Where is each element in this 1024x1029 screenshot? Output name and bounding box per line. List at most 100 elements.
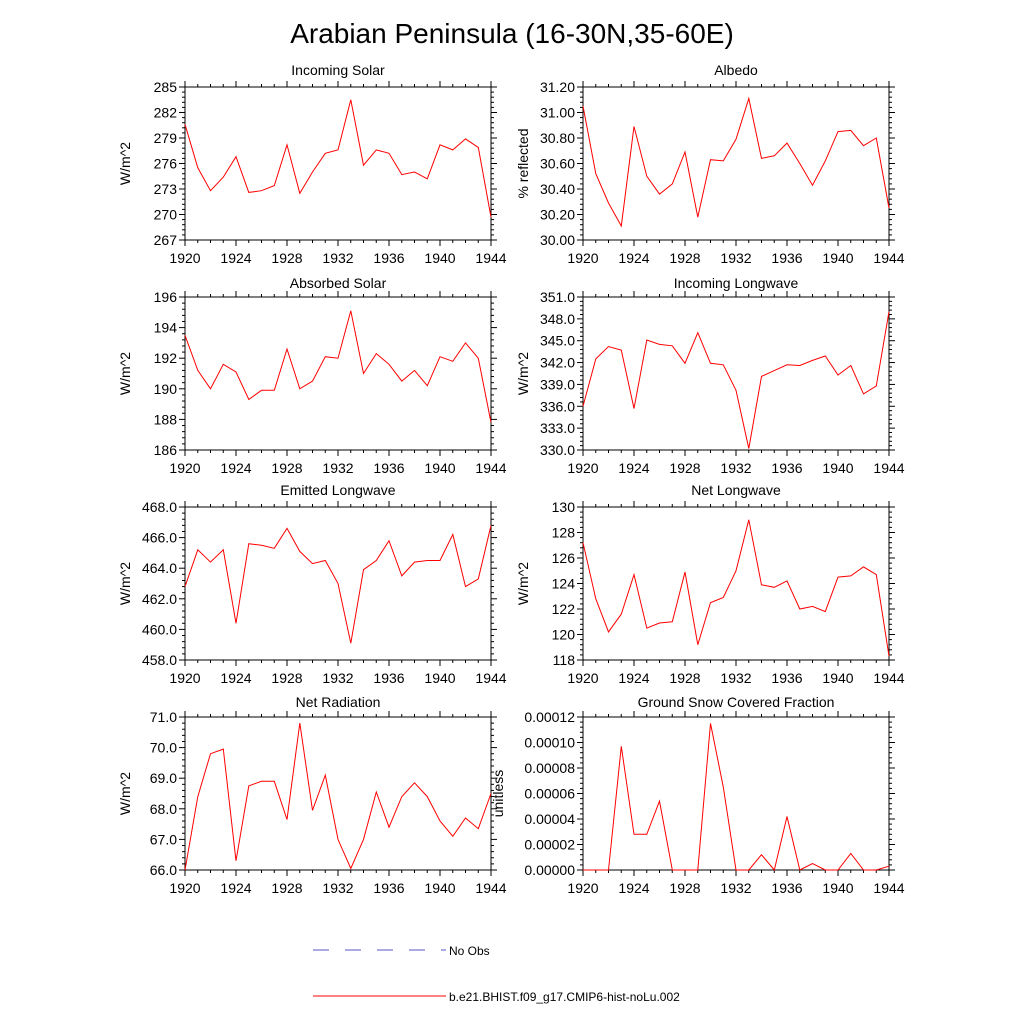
x-tick-label: 1940 <box>822 460 853 476</box>
y-tick-label: 192 <box>154 350 178 366</box>
y-tick-label: 31.00 <box>540 105 575 121</box>
x-tick-label: 1936 <box>373 670 404 686</box>
y-tick-label: 130 <box>552 499 576 515</box>
y-tick-label: 122 <box>552 601 576 617</box>
chart-panel: Absorbed SolarW/m^2186188190192194196192… <box>117 275 507 476</box>
x-tick-label: 1920 <box>567 670 598 686</box>
y-tick-label: 30.20 <box>540 207 575 223</box>
series-line <box>185 525 491 643</box>
plot-frame <box>583 297 889 450</box>
y-tick-label: 0.00010 <box>524 735 575 751</box>
x-tick-label: 1936 <box>771 880 802 896</box>
plot-frame <box>583 507 889 660</box>
y-tick-label: 279 <box>154 130 178 146</box>
series-line <box>583 312 889 449</box>
y-tick-label: 68.0 <box>150 801 177 817</box>
x-tick-label: 1936 <box>373 250 404 266</box>
y-tick-label: 285 <box>154 79 178 95</box>
x-tick-label: 1940 <box>822 250 853 266</box>
x-tick-label: 1920 <box>567 460 598 476</box>
y-tick-label: 30.60 <box>540 156 575 172</box>
y-tick-label: 118 <box>553 652 576 668</box>
y-tick-label: 333.0 <box>540 420 575 436</box>
y-tick-label: 348.0 <box>540 311 575 327</box>
x-tick-label: 1944 <box>873 670 904 686</box>
y-tick-label: 30.40 <box>540 181 575 197</box>
x-tick-label: 1928 <box>271 460 302 476</box>
x-tick-label: 1928 <box>271 250 302 266</box>
y-tick-label: 186 <box>154 442 178 458</box>
y-tick-label: 460.0 <box>142 621 177 637</box>
x-tick-label: 1932 <box>322 670 353 686</box>
x-tick-label: 1928 <box>271 880 302 896</box>
x-tick-label: 1940 <box>424 250 455 266</box>
y-tick-label: 30.80 <box>540 130 575 146</box>
y-tick-label: 128 <box>552 525 576 541</box>
y-tick-label: 468.0 <box>142 499 177 515</box>
x-tick-label: 1936 <box>771 250 802 266</box>
plot-frame <box>185 297 491 450</box>
y-tick-label: 70.0 <box>150 740 177 756</box>
legend: No Obs b.e21.BHIST.f09_g17.CMIP6-hist-no… <box>313 944 680 1004</box>
y-tick-label: 330.0 <box>540 442 575 458</box>
x-tick-label: 1936 <box>373 880 404 896</box>
x-tick-label: 1936 <box>771 670 802 686</box>
x-tick-label: 1920 <box>567 250 598 266</box>
y-tick-label: 351.0 <box>540 289 575 305</box>
x-tick-label: 1944 <box>475 880 506 896</box>
figure-title: Arabian Peninsula (16-30N,35-60E) <box>290 18 734 49</box>
x-tick-label: 1920 <box>169 670 200 686</box>
x-tick-label: 1932 <box>322 460 353 476</box>
y-tick-label: 0.00000 <box>524 862 575 878</box>
y-tick-label: 124 <box>552 576 576 592</box>
x-tick-label: 1932 <box>322 250 353 266</box>
chart-panel: Ground Snow Covered Fractionunitless0.00… <box>490 694 905 896</box>
y-tick-label: 466.0 <box>142 530 177 546</box>
y-tick-label: 458.0 <box>142 652 177 668</box>
series-line <box>583 723 889 870</box>
x-tick-label: 1940 <box>424 460 455 476</box>
y-tick-label: 464.0 <box>142 560 177 576</box>
x-tick-label: 1932 <box>720 670 751 686</box>
x-tick-label: 1944 <box>873 460 904 476</box>
chart-title: Net Longwave <box>691 482 781 498</box>
series-line <box>185 723 491 870</box>
y-tick-label: 120 <box>552 627 576 643</box>
chart-title: Net Radiation <box>296 694 381 710</box>
y-tick-label: 345.0 <box>540 333 575 349</box>
y-tick-label: 194 <box>154 320 178 336</box>
x-tick-label: 1924 <box>220 250 251 266</box>
x-tick-label: 1932 <box>322 880 353 896</box>
chart-title: Incoming Longwave <box>674 275 799 291</box>
x-tick-label: 1936 <box>771 460 802 476</box>
y-axis-label: W/m^2 <box>117 772 133 815</box>
y-tick-label: 282 <box>154 105 178 121</box>
x-tick-label: 1928 <box>669 250 700 266</box>
x-tick-label: 1928 <box>271 670 302 686</box>
chart-title: Emitted Longwave <box>280 482 395 498</box>
x-tick-label: 1924 <box>618 880 649 896</box>
x-tick-label: 1944 <box>475 460 506 476</box>
x-tick-label: 1920 <box>169 460 200 476</box>
y-tick-label: 67.0 <box>150 831 177 847</box>
x-tick-label: 1928 <box>669 460 700 476</box>
x-tick-label: 1928 <box>669 670 700 686</box>
y-tick-label: 30.00 <box>540 232 575 248</box>
y-tick-label: 69.0 <box>150 770 177 786</box>
x-tick-label: 1924 <box>618 250 649 266</box>
y-axis-label: W/m^2 <box>117 562 133 605</box>
chart-title: Albedo <box>714 62 758 78</box>
y-tick-label: 126 <box>552 550 576 566</box>
chart-panel: Emitted LongwaveW/m^2458.0460.0462.0464.… <box>117 482 507 686</box>
x-tick-label: 1924 <box>220 460 251 476</box>
y-axis-label: unitless <box>490 770 506 817</box>
y-tick-label: 31.20 <box>540 79 575 95</box>
y-axis-label: W/m^2 <box>117 142 133 185</box>
x-tick-label: 1940 <box>822 880 853 896</box>
x-tick-label: 1928 <box>669 880 700 896</box>
y-axis-label: W/m^2 <box>515 562 531 605</box>
legend-obs-label: No Obs <box>449 944 490 958</box>
series-line <box>185 100 491 217</box>
